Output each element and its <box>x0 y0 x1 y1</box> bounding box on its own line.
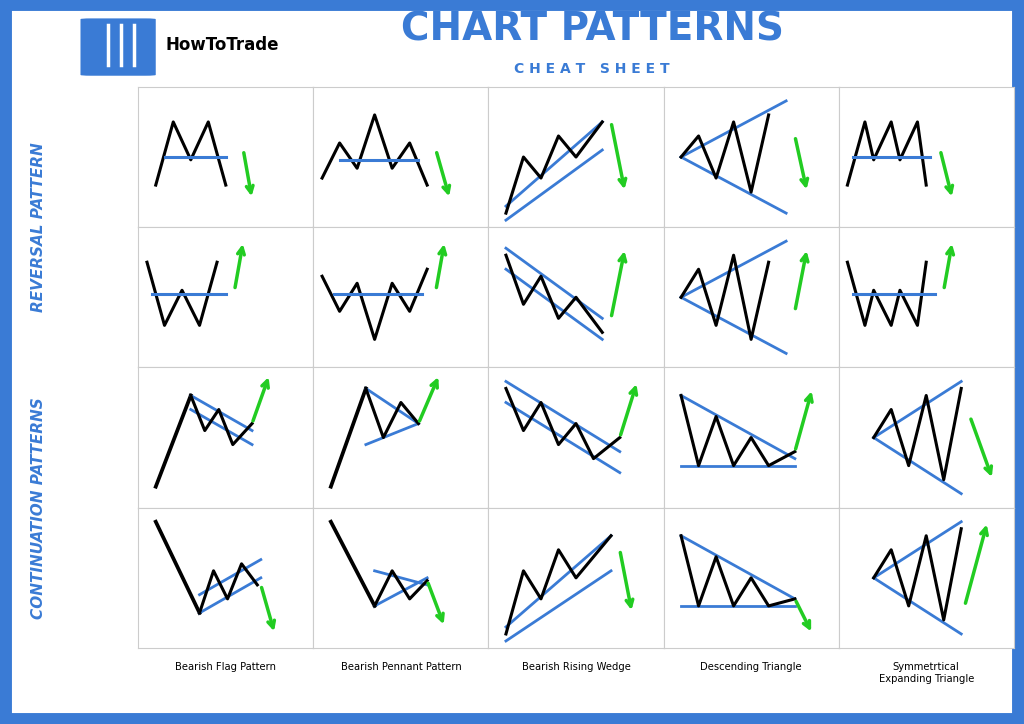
Text: CHART PATTERNS: CHART PATTERNS <box>400 11 783 49</box>
FancyBboxPatch shape <box>81 18 156 76</box>
Text: Bullish Inverted
Head and Shoulder: Bullish Inverted Head and Shoulder <box>353 382 449 403</box>
Text: Bullish Falling Village: Bullish Falling Village <box>523 522 629 531</box>
Text: Bullish Triple Bottom: Bullish Triple Bottom <box>874 382 978 392</box>
Text: Symmetrtical
Expanding Triangle: Symmetrtical Expanding Triangle <box>879 522 974 543</box>
Text: Bearish Rising Wedge: Bearish Rising Wedge <box>521 241 631 251</box>
Text: The information provided within this PDF is for educational purposes only.: The information provided within this PDF… <box>319 696 705 705</box>
Text: Bullish Double Bottom: Bullish Double Bottom <box>170 382 282 392</box>
Text: Bearish Expanding
Triangle: Bearish Expanding Triangle <box>705 241 798 263</box>
Text: Bearish Head Shoulders: Bearish Head Shoulders <box>341 241 461 251</box>
Text: Bullish Flag Pattern: Bullish Flag Pattern <box>177 522 274 531</box>
Text: Bullish Falling Wedge: Bullish Falling Wedge <box>523 382 629 392</box>
Text: HowToTrade: HowToTrade <box>166 36 280 54</box>
Text: Descending Triangle: Descending Triangle <box>700 662 802 672</box>
Text: REVERSAL PATTERN: REVERSAL PATTERN <box>31 143 46 312</box>
Text: Descending Triangle: Descending Triangle <box>700 522 802 531</box>
Text: Bullish Expanding Triagnle: Bullish Expanding Triagnle <box>685 382 817 392</box>
Text: Bearish Flag Pattern: Bearish Flag Pattern <box>175 662 276 672</box>
Text: Bearish Pennant Pattern: Bearish Pennant Pattern <box>341 662 461 672</box>
Text: Get your free access today and join our trading room: Get your free access today and join our … <box>285 667 739 682</box>
Text: Bearish Rising Wedge: Bearish Rising Wedge <box>521 662 631 672</box>
Text: CONTINUATION PATTERNS: CONTINUATION PATTERNS <box>31 397 46 618</box>
Text: Bullish Pennant Pattern: Bullish Pennant Pattern <box>343 522 459 531</box>
Text: Symmetrtical
Expanding Triangle: Symmetrtical Expanding Triangle <box>879 662 974 683</box>
Text: Bearish Double Top: Bearish Double Top <box>178 241 273 251</box>
Text: C H E A T   S H E E T: C H E A T S H E E T <box>514 62 670 76</box>
Text: Bearish Triple Top: Bearish Triple Top <box>883 241 970 251</box>
